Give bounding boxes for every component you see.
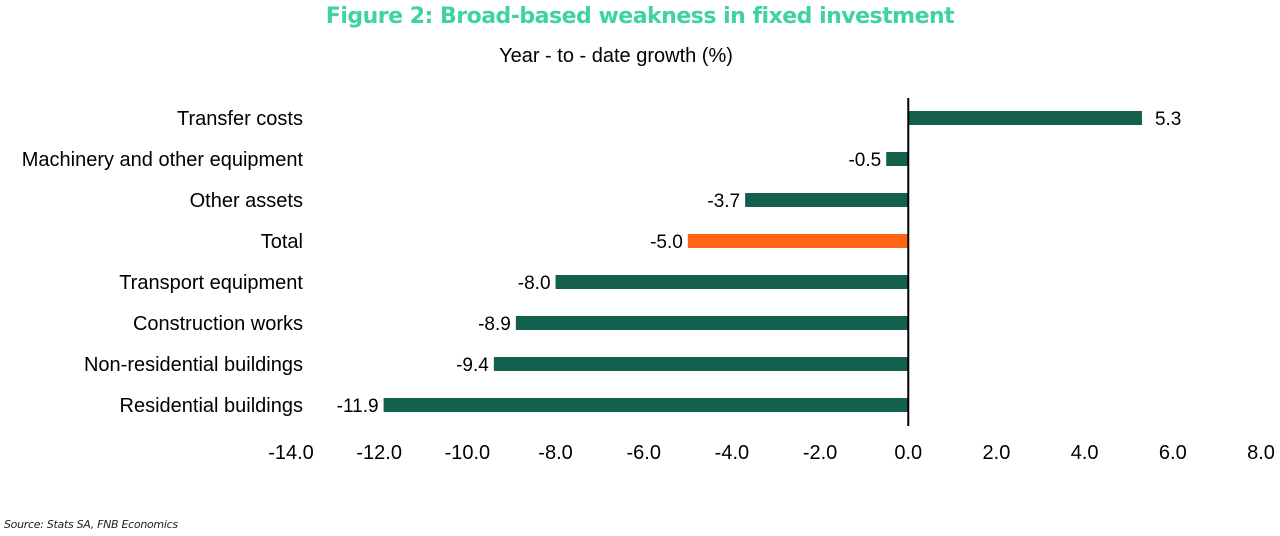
data-label: 5.3 [1155,109,1181,130]
data-label: -0.5 [848,150,881,171]
x-tick-label: -4.0 [715,442,749,464]
bar-non-residential-buildings [493,357,909,371]
bar-residential-buildings [383,398,909,412]
bar-transport-equipment [555,275,909,289]
x-tick-label: 6.0 [1159,442,1187,464]
data-label: -5.0 [650,232,683,253]
chart-title: Figure 2: Broad-based weakness in fixed … [325,4,955,29]
x-tick-label: 8.0 [1247,442,1275,464]
category-label: Transport equipment [119,272,303,294]
chart-subtitle: Year - to - date growth (%) [499,45,733,67]
bar-transfer-costs [908,111,1142,125]
bars-layer [383,111,1142,412]
category-label: Transfer costs [177,108,303,130]
bar-other-assets [745,193,909,207]
data-label: -11.9 [337,396,379,417]
labels-layer: Transfer costs 5.3 Machinery and other equ… [22,108,1275,464]
data-label: -9.4 [456,355,489,376]
data-label: -3.7 [707,191,740,212]
x-tick-label: -6.0 [626,442,660,464]
category-label: Total [261,231,303,253]
category-label: Non-residential buildings [84,354,303,376]
bar-machinery-and-other-equipment [886,152,909,166]
x-tick-label: -12.0 [356,442,402,464]
category-label: Construction works [133,313,303,335]
x-tick-label: -8.0 [538,442,572,464]
source-note: Source: Stats SA, FNB Economics [4,518,178,531]
x-tick-label: 2.0 [983,442,1011,464]
data-label: -8.9 [478,314,511,335]
x-tick-label: -14.0 [268,442,314,464]
category-label: Machinery and other equipment [22,149,304,171]
x-tick-label: -2.0 [803,442,837,464]
category-label: Residential buildings [120,395,303,417]
x-tick-label: 0.0 [894,442,922,464]
bar-construction-works [515,316,909,330]
data-label: -8.0 [518,273,551,294]
bar-total [687,234,909,248]
x-tick-label: -10.0 [445,442,491,464]
x-tick-label: 4.0 [1071,442,1099,464]
category-label: Other assets [190,190,303,212]
